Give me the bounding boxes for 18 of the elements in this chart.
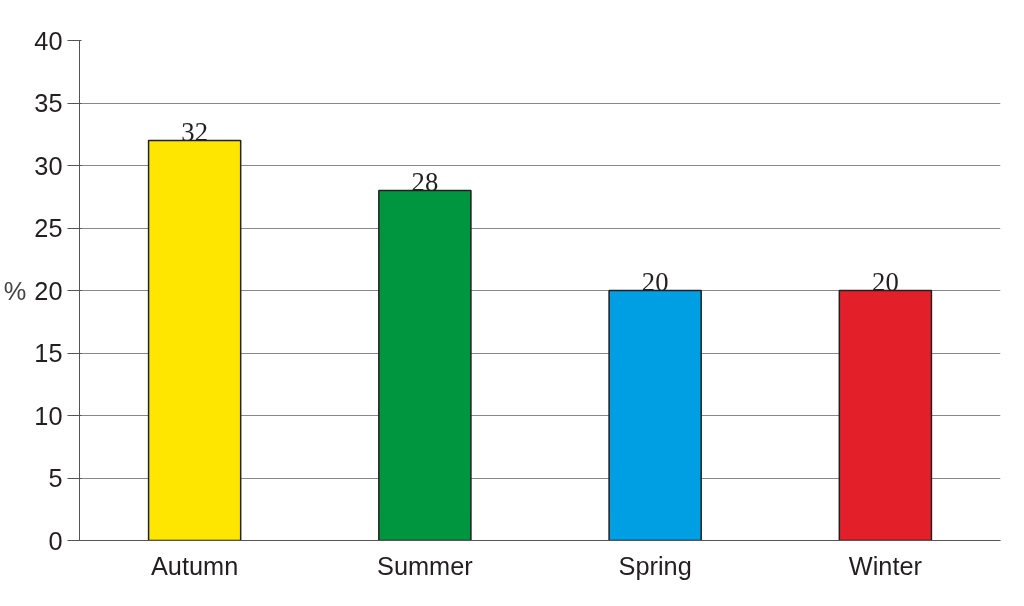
y-tick-label: 30 [34, 151, 63, 180]
x-tick-label: Spring [618, 551, 692, 580]
bar [838, 289, 933, 541]
y-tick-label: 0 [48, 526, 63, 555]
bar [608, 289, 702, 541]
bar [147, 139, 242, 541]
y-axis-title: % [3, 276, 27, 305]
y-tick-label: 5 [48, 464, 63, 492]
y-tick-label: 10 [34, 401, 63, 430]
y-tick-label: 15 [34, 339, 63, 367]
y-tick-label: 25 [34, 214, 63, 242]
y-tick-label: 35 [34, 89, 63, 117]
bar [378, 189, 472, 541]
y-tick-label: 40 [34, 26, 63, 55]
y-tick-label: 20 [34, 276, 63, 305]
x-tick-label: Autumn [150, 551, 239, 580]
x-tick-label: Winter [848, 551, 923, 580]
x-tick-label: Summer [377, 551, 474, 580]
